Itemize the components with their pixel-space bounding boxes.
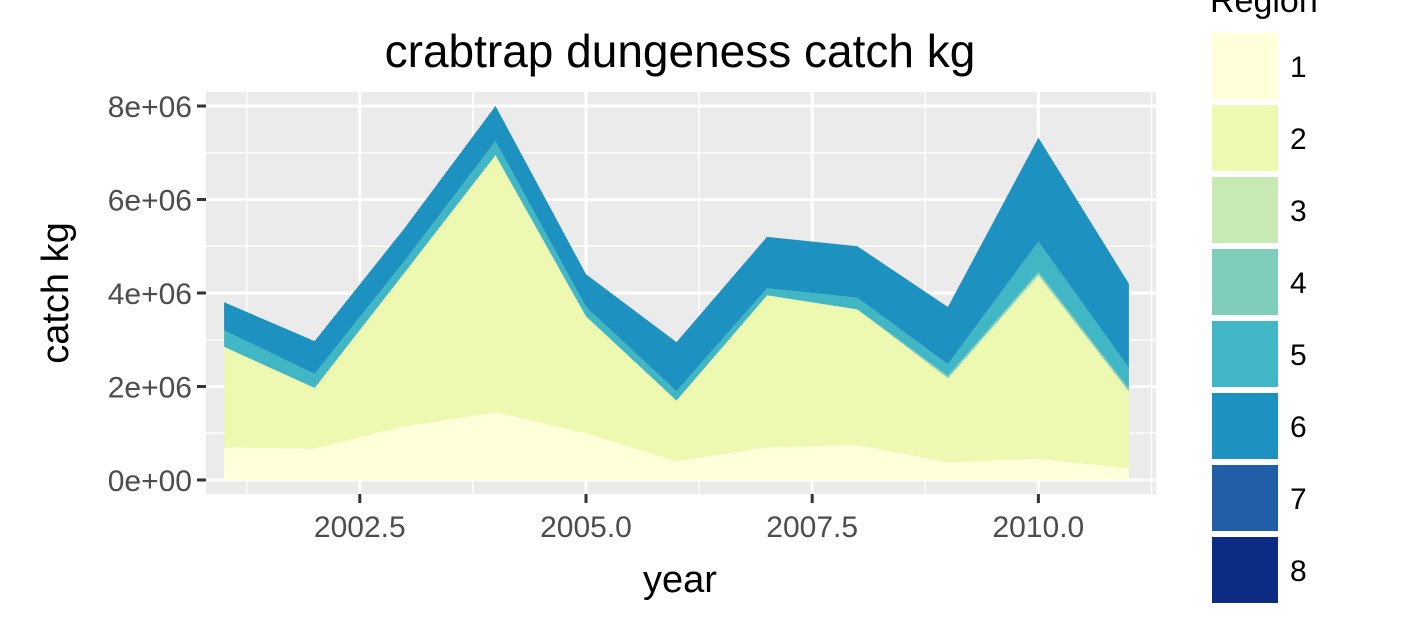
legend-label-6: 6 bbox=[1290, 411, 1307, 444]
legend-label-3: 3 bbox=[1290, 195, 1307, 228]
x-tick-label: 2007.5 bbox=[766, 511, 858, 544]
legend-key-4 bbox=[1212, 249, 1278, 315]
legend-key-2 bbox=[1212, 105, 1278, 171]
legend-key-8 bbox=[1212, 537, 1278, 603]
y-tick-label: 8e+06 bbox=[108, 91, 192, 124]
x-tick-label: 2005.0 bbox=[540, 511, 632, 544]
legend-label-8: 8 bbox=[1290, 555, 1307, 588]
legend-key-7 bbox=[1212, 465, 1278, 531]
legend-key-1 bbox=[1212, 33, 1278, 99]
x-tick-label: 2010.0 bbox=[992, 511, 1084, 544]
area-region-5 bbox=[224, 141, 1129, 401]
chart-title: crabtrap dungeness catch kg bbox=[385, 25, 976, 77]
area-region-6 bbox=[224, 106, 1129, 392]
area-series bbox=[224, 106, 1129, 480]
legend-label-1: 1 bbox=[1290, 51, 1307, 84]
x-axis-title: year bbox=[643, 559, 717, 601]
legend-label-2: 2 bbox=[1290, 123, 1307, 156]
legend-label-5: 5 bbox=[1290, 339, 1307, 372]
y-tick-label: 2e+06 bbox=[108, 371, 192, 404]
axes: 2002.5 2005.0 2007.5 2010.0 0e+00 2e+06 4e+06 6… bbox=[108, 91, 1085, 544]
x-tick-label: 2002.5 bbox=[314, 511, 406, 544]
area-region-2 bbox=[224, 155, 1129, 469]
legend-key-3 bbox=[1212, 177, 1278, 243]
legend-key-6 bbox=[1212, 393, 1278, 459]
y-tick-label: 6e+06 bbox=[108, 185, 192, 218]
y-tick-label: 4e+06 bbox=[108, 278, 192, 311]
legend-label-4: 4 bbox=[1290, 267, 1307, 300]
legend-title: Region bbox=[1210, 0, 1318, 20]
y-tick-label: 0e+00 bbox=[108, 465, 192, 498]
legend-label-7: 7 bbox=[1290, 483, 1307, 516]
area-region-1 bbox=[224, 412, 1129, 480]
legend-key-5 bbox=[1212, 321, 1278, 387]
y-axis-title: catch kg bbox=[35, 222, 77, 364]
legend: Region 1 2 3 4 5 6 7 8 bbox=[1210, 0, 1318, 603]
